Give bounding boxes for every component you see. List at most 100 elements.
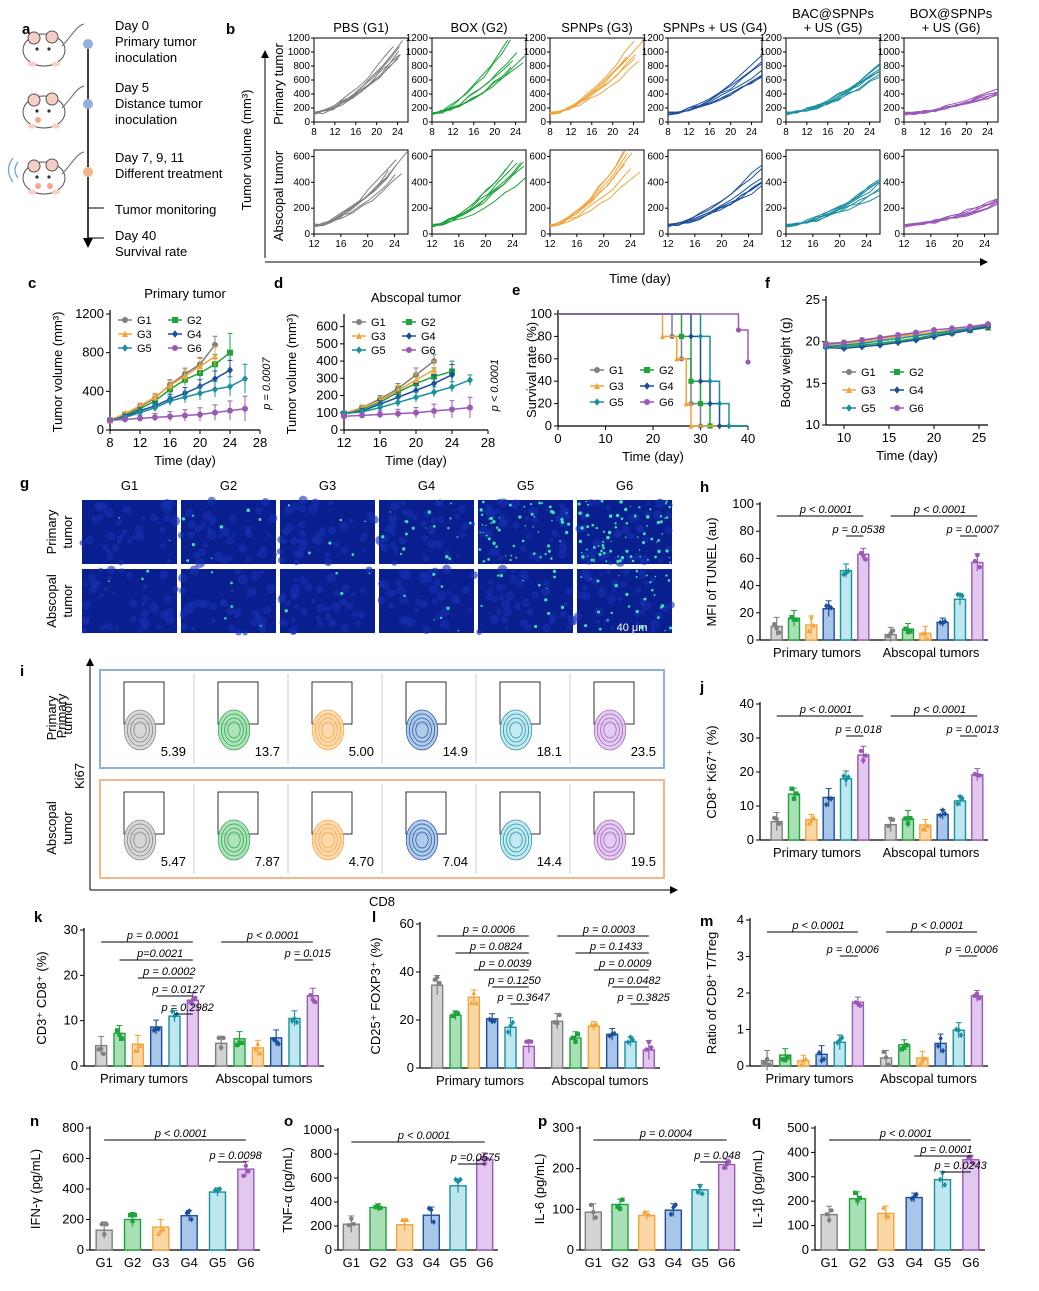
data-point (227, 366, 233, 374)
data-point (894, 386, 900, 394)
flow-row-label: Primary (54, 693, 69, 738)
nucleus (455, 553, 460, 558)
individual-growth-curve (785, 76, 881, 114)
data-point (395, 393, 401, 402)
tunel-positive-dot (629, 555, 633, 558)
tunel-positive-dot (552, 569, 557, 574)
nucleus (179, 587, 187, 595)
nucleus (444, 550, 451, 557)
x-tick-label: 24 (392, 127, 404, 138)
bar (369, 1206, 387, 1251)
x-tick-label: 8 (901, 127, 907, 138)
data-point (186, 1208, 192, 1215)
series-line (558, 313, 749, 363)
density-contour (318, 827, 338, 853)
data-point (938, 1035, 943, 1042)
legend-entry: G2 (909, 367, 924, 379)
x-tick-label: 8 (106, 435, 113, 450)
y-tick-label: 20 (538, 396, 552, 411)
individual-growth-curve (785, 189, 881, 225)
tunel-positive-dot (498, 517, 500, 519)
tunel-positive-dot (581, 555, 585, 559)
tunel-positive-dot (577, 502, 581, 506)
y-tick-label: 10 (64, 1013, 78, 1028)
y-tick-label: 800 (82, 345, 104, 360)
data-point (406, 347, 412, 353)
p-value-label: p < 0.0001 (799, 504, 852, 516)
tunel-positive-dot (522, 579, 524, 582)
nucleus (655, 498, 665, 509)
gate-percentage: 14.9 (443, 744, 468, 759)
x-tick-label: 20 (598, 239, 610, 250)
x-tick-label: 10 (837, 430, 851, 445)
x-axis-label: Time (day) (622, 449, 684, 464)
nucleus (489, 614, 500, 624)
nucleus (435, 613, 442, 620)
nucleus (140, 609, 149, 618)
nucleus (380, 580, 390, 590)
nucleus (159, 610, 169, 620)
x-tick-label: 20 (371, 127, 383, 138)
nucleus (119, 568, 125, 574)
tunel-positive-dot (481, 500, 485, 504)
data-point (958, 1032, 964, 1039)
micrograph (277, 566, 375, 635)
p-value-label: p = 0.0482 (607, 975, 660, 987)
nucleus (159, 527, 166, 534)
tunel-positive-dot (602, 530, 606, 533)
x-tick-label: G6 (237, 1255, 254, 1270)
timeline-step-desc: inoculation (115, 50, 177, 65)
y-tick-label: 200 (411, 103, 428, 114)
data-point (789, 614, 794, 620)
tunel-positive-dot (654, 575, 657, 578)
nucleus (521, 598, 531, 608)
x-tick-label: 12 (898, 239, 910, 250)
y-tick-label: 60 (400, 916, 414, 931)
nucleus (433, 578, 441, 587)
density-contour (593, 709, 627, 751)
bar (306, 995, 320, 1067)
image-row-label: tumor (60, 515, 75, 549)
data-point (649, 1045, 654, 1050)
y-tick-label: 40 (538, 373, 552, 388)
y-tick-label: 0 (304, 117, 310, 128)
image-column-label: G3 (319, 478, 336, 493)
data-point (241, 1173, 246, 1178)
y-tick-label: 4 (737, 912, 744, 927)
nucleus (290, 617, 296, 623)
nucleus (163, 505, 172, 514)
data-point (824, 1212, 829, 1217)
group-label: Abscopal tumors (883, 645, 980, 660)
tunel-positive-dot (495, 526, 499, 529)
y-tick-label: 40 (400, 964, 414, 979)
legend-entry: G3 (371, 331, 386, 343)
individual-growth-curve (667, 63, 763, 115)
x-tick-label: 16 (335, 239, 347, 250)
y-tick-label: 300 (552, 1120, 574, 1135)
nucleus (314, 536, 324, 546)
data-point (237, 1040, 242, 1045)
nucleus (207, 496, 216, 506)
timeline-step-desc: Distance tumor (115, 96, 203, 111)
data-point (855, 1198, 860, 1203)
y-tick-label: 400 (529, 89, 546, 100)
tunel-positive-dot (547, 549, 551, 553)
x-tick-label: 12 (683, 127, 695, 138)
nucleus (180, 623, 188, 630)
nucleus (140, 515, 146, 521)
timeline-step-day: Day 40 (115, 228, 156, 243)
density-contour (123, 709, 157, 751)
data-point (188, 1000, 193, 1005)
density-contour (127, 713, 154, 747)
individual-growth-curve (667, 177, 763, 227)
tunel-positive-dot (668, 556, 670, 559)
nucleus (457, 504, 466, 514)
data-point (114, 1028, 120, 1033)
tunel-positive-dot (402, 547, 406, 551)
x-tick-label: G4 (180, 1255, 197, 1270)
tunel-positive-dot (339, 518, 343, 522)
nucleus (594, 499, 601, 506)
individual-growth-curve (549, 152, 628, 226)
tunel-positive-dot (608, 514, 613, 518)
tunel-positive-dot (487, 558, 490, 561)
